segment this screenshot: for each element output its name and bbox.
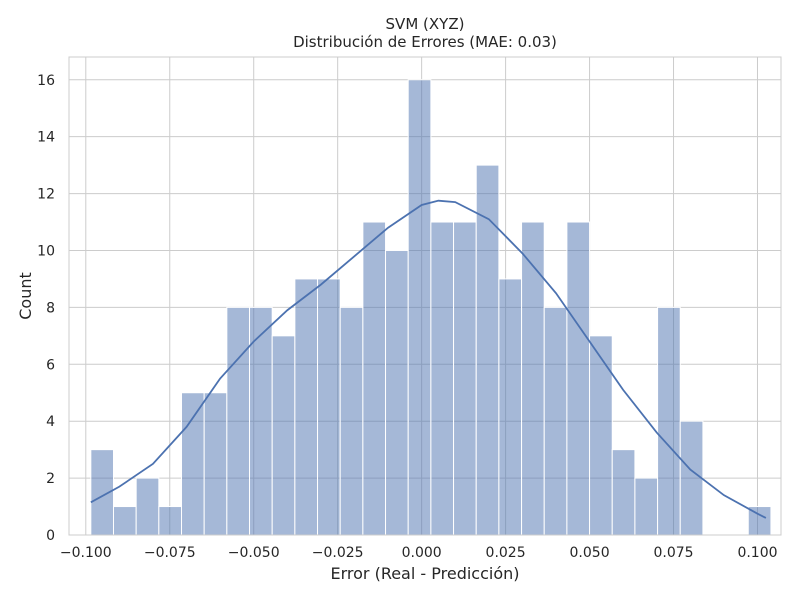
histogram-bar (339, 306, 364, 536)
x-tick-label: 0.000 (402, 545, 442, 561)
histogram-bar (521, 221, 545, 536)
y-tick-label: 8 (46, 300, 55, 316)
histogram-bar (158, 506, 183, 536)
y-tick-label: 16 (37, 73, 55, 89)
histogram-bar (611, 449, 636, 536)
histogram-bar (498, 278, 523, 536)
chart-subtitle: Distribución de Errores (MAE: 0.03) (293, 33, 557, 51)
bars-layer (90, 79, 772, 536)
histogram-bar (135, 477, 160, 536)
chart-title: SVM (XYZ) (386, 15, 465, 33)
x-tick-label: −0.025 (312, 545, 364, 561)
y-tick-label: 6 (46, 357, 55, 373)
y-tick-label: 12 (37, 187, 55, 203)
histogram-bar (385, 249, 409, 536)
histogram-bar (294, 278, 319, 536)
histogram-bar (634, 477, 659, 536)
histogram-bar (317, 278, 341, 536)
histogram-bar (657, 306, 681, 536)
y-axis-label: Count (16, 272, 35, 320)
histogram-bar (226, 306, 251, 536)
histogram-bar (407, 79, 432, 536)
y-tick-label: 2 (46, 471, 55, 487)
histogram-bar (113, 506, 137, 536)
x-tick-label: −0.100 (60, 545, 112, 561)
x-tick-label: 0.100 (737, 545, 777, 561)
y-tick-labels: 0 2 4 6 8 10 12 14 16 (37, 73, 55, 544)
plot-frame (68, 56, 782, 536)
histogram-bar (566, 221, 591, 536)
y-tick-label: 4 (46, 414, 55, 430)
histogram-bar (271, 335, 296, 536)
x-tick-label: −0.075 (144, 545, 196, 561)
histogram-bar (362, 221, 387, 536)
histogram-bar (181, 392, 205, 536)
y-tick-label: 14 (37, 130, 55, 146)
histogram-bar (453, 221, 477, 536)
y-tick-label: 0 (46, 528, 55, 544)
histogram-bar (543, 306, 568, 536)
x-tick-label: −0.050 (228, 545, 280, 561)
histogram-bar (475, 164, 500, 536)
x-tick-label: 0.050 (570, 545, 610, 561)
histogram-bar (679, 420, 704, 536)
histogram-bar (203, 392, 228, 536)
y-tick-label: 10 (37, 243, 55, 259)
histogram-bar (589, 335, 613, 536)
x-tick-label: 0.025 (486, 545, 526, 561)
histogram-bar (430, 221, 455, 536)
kde-curve (90, 199, 767, 519)
x-tick-labels: −0.100 −0.075 −0.050 −0.025 0.000 0.025 0.050 0… (60, 545, 778, 561)
x-axis-label: Error (Real - Predicción) (330, 564, 519, 583)
x-tick-label: 0.075 (653, 545, 693, 561)
